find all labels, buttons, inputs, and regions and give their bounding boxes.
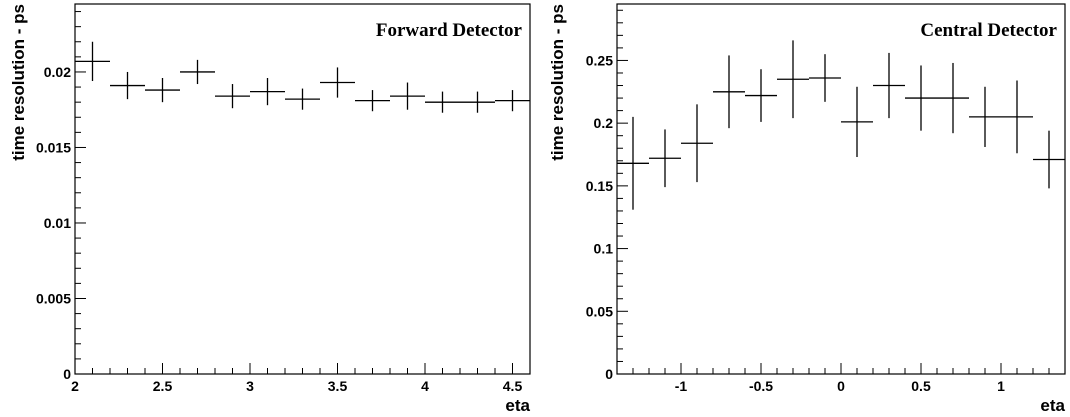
data-point — [617, 116, 649, 210]
data-point — [777, 40, 809, 119]
data-point — [250, 78, 285, 106]
data-point — [841, 86, 873, 158]
data-point — [969, 86, 1001, 147]
data-point — [75, 41, 110, 82]
data-point — [180, 59, 215, 85]
y-tick-label: 0.1 — [594, 241, 614, 257]
x-tick-label: 4 — [421, 378, 429, 394]
y-tick-label: 0 — [605, 366, 613, 382]
data-point — [713, 55, 745, 129]
data-point — [681, 104, 713, 183]
y-axis-label: time resolution - ps — [9, 4, 28, 161]
data-point — [937, 62, 969, 134]
x-tick-label: 2 — [71, 378, 79, 394]
data-point — [873, 52, 905, 119]
data-point — [809, 54, 841, 102]
chart-title: Central Detector — [920, 20, 1057, 41]
x-axis-label: eta — [505, 396, 530, 412]
x-tick-label: -1 — [675, 378, 688, 394]
forward-detector-chart: 2 2.5 3 3.5 4 4.5 0 0.005 0.01 0.015 0.02 eta time r… — [0, 0, 535, 415]
data-point — [145, 78, 180, 103]
x-tick-label: 2.5 — [153, 378, 173, 394]
data-point — [355, 90, 390, 112]
plot-frame — [74, 3, 531, 375]
forward-detector-plot: 2 2.5 3 3.5 4 4.5 0 0.005 0.01 0.015 0.02 eta time r… — [9, 3, 531, 415]
y-tick-label: 0.005 — [36, 290, 71, 306]
y-tick-label: 0.2 — [594, 115, 614, 131]
data-point — [460, 91, 495, 113]
central-detector-plot: -1 -0.5 0 0.5 1 0 0.05 0.1 0.15 0.2 0.25 eta time re… — [548, 3, 1066, 415]
data-point — [425, 91, 460, 113]
data-point — [649, 129, 681, 188]
data-point — [320, 67, 355, 98]
x-tick-label: 0 — [837, 378, 845, 394]
data-point — [110, 71, 145, 100]
x-tick-label: 4.5 — [503, 378, 523, 394]
data-point — [1033, 130, 1065, 189]
y-tick-label: 0 — [63, 366, 71, 382]
y-axis-label: time resolution - ps — [548, 4, 567, 161]
y-tick-label: 0.25 — [586, 52, 613, 68]
plot-frame — [616, 3, 1066, 375]
x-tick-label: 1 — [997, 378, 1005, 394]
data-point — [285, 88, 320, 110]
data-point — [215, 84, 250, 109]
data-point — [1001, 80, 1033, 154]
data-point — [905, 65, 937, 131]
y-tick-label: 0.01 — [44, 215, 71, 231]
y-tick-label: 0.05 — [586, 303, 613, 319]
x-tick-label: -0.5 — [749, 378, 773, 394]
y-tick-label: 0.015 — [36, 139, 71, 155]
data-point — [390, 82, 425, 110]
chart-title: Forward Detector — [376, 20, 523, 41]
x-tick-label: 3.5 — [328, 378, 348, 394]
x-tick-label: 0.5 — [911, 378, 931, 394]
x-tick-label: 3 — [246, 378, 254, 394]
x-axis-label: eta — [1040, 396, 1065, 412]
central-detector-chart: -1 -0.5 0 0.5 1 0 0.05 0.1 0.15 0.2 0.25 eta time re… — [535, 0, 1070, 415]
data-point — [745, 69, 777, 122]
y-tick-label: 0.02 — [44, 64, 71, 80]
y-tick-label: 0.15 — [586, 178, 613, 194]
data-point — [495, 90, 530, 112]
